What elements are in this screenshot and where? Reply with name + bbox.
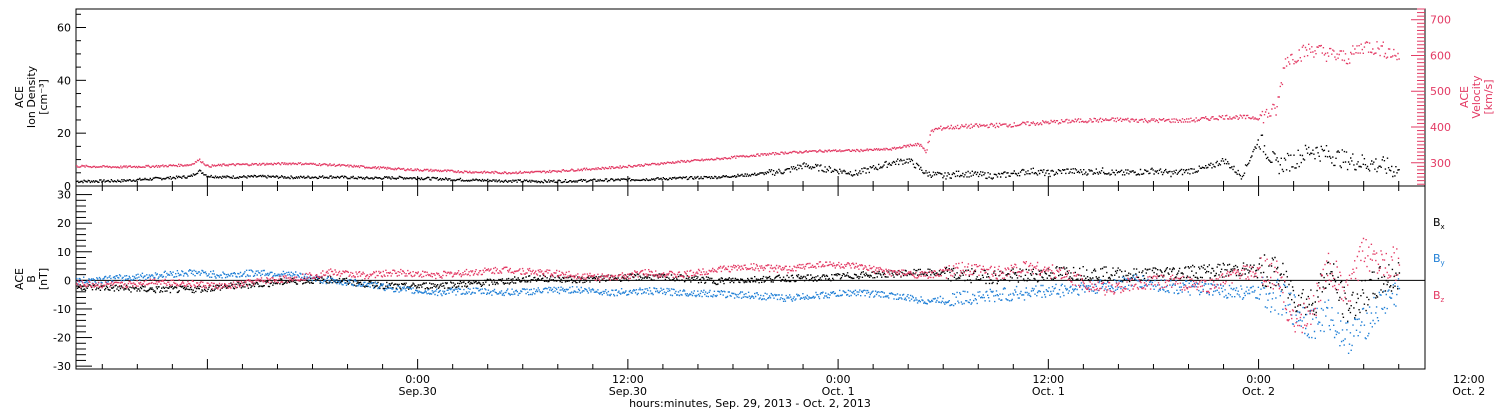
x-tick-date-label: Oct. 1: [1032, 385, 1065, 398]
bottom-left-tick-label: -30: [53, 360, 71, 373]
top-right-tick-label: 700: [1430, 14, 1451, 27]
top-right-ylabel-line2: Velocity: [1470, 75, 1483, 119]
top-left-axis: 0 20 40 60: [57, 13, 86, 193]
bottom-left-tick-label: 0: [64, 274, 71, 287]
top-left-tick-label: 60: [57, 21, 71, 34]
top-left-tick-label: 0: [64, 180, 71, 193]
top-right-tick-label: 600: [1430, 49, 1451, 62]
top-left-ylabel-line1: ACE: [13, 86, 26, 108]
bz-series: [76, 237, 1401, 334]
legend-bz: Bz: [1433, 289, 1445, 304]
bx-series: [76, 254, 1401, 322]
bottom-left-tick-label: 10: [57, 246, 71, 259]
bottom-data-points: [76, 237, 1401, 354]
x-tick-date-label: Sep.30: [399, 385, 437, 398]
bottom-left-tick-label: 30: [57, 189, 71, 202]
x-tick-date-label: Oct. 1: [822, 385, 855, 398]
bottom-left-tick-label: 20: [57, 217, 71, 230]
x-tick-time-label: 12:00: [1032, 373, 1064, 386]
bottom-left-axis: -30 -20 -10 0 10 20 30: [53, 189, 92, 373]
legend-bx: Bx: [1433, 216, 1445, 231]
x-tick-date-label: Oct. 2: [1242, 385, 1275, 398]
bottom-ylabel-line3: [nT]: [37, 268, 50, 290]
x-tick-time-label: 12:00: [1453, 373, 1485, 386]
top-right-ylabel-line3: [km/s]: [1482, 79, 1495, 114]
x-axis-title: hours:minutes, Sep. 29, 2013 - Oct. 2, 2…: [629, 397, 871, 410]
top-right-ylabel-line1: ACE: [1458, 86, 1471, 108]
x-tick-time-label: 0:00: [1246, 373, 1271, 386]
top-left-ylabel-line2: Ion Density: [25, 65, 38, 128]
legend: Bx By Bz: [1433, 216, 1445, 304]
top-right-tick-label: 300: [1430, 157, 1451, 170]
x-tick-time-label: 12:00: [612, 373, 644, 386]
bottom-ylabel-line1: ACE: [13, 268, 26, 290]
bottom-panel: -30 -20 -10 0 10 20 30 ACE B [nT] Bx By Bz: [13, 185, 1445, 373]
legend-by: By: [1433, 252, 1445, 267]
top-panel-frame: [75, 8, 1426, 187]
velocity-series: [76, 41, 1400, 175]
x-tick-date-label: Oct. 2: [1452, 385, 1485, 398]
top-right-tick-label: 500: [1430, 85, 1451, 98]
density-series: [76, 134, 1400, 184]
top-left-ylabel-line3: [cm⁻³]: [37, 79, 50, 115]
top-right-tick-label: 400: [1430, 121, 1451, 134]
bottom-left-tick-label: -10: [53, 303, 71, 316]
x-tick-time-label: 0:00: [826, 373, 851, 386]
by-series: [76, 269, 1401, 354]
top-left-tick-label: 40: [57, 74, 71, 87]
top-left-tick-label: 20: [57, 127, 71, 140]
bottom-ylabel-line2: B: [25, 275, 38, 283]
bottom-left-tick-label: -20: [53, 332, 71, 345]
top-data-points: [76, 41, 1400, 184]
x-tick-time-label: 0:00: [405, 373, 430, 386]
bottom-panel-frame: [75, 185, 1426, 370]
x-tick-date-label: Sep.30: [609, 385, 647, 398]
top-right-axis: 300 400 500 600 700: [1411, 8, 1451, 185]
